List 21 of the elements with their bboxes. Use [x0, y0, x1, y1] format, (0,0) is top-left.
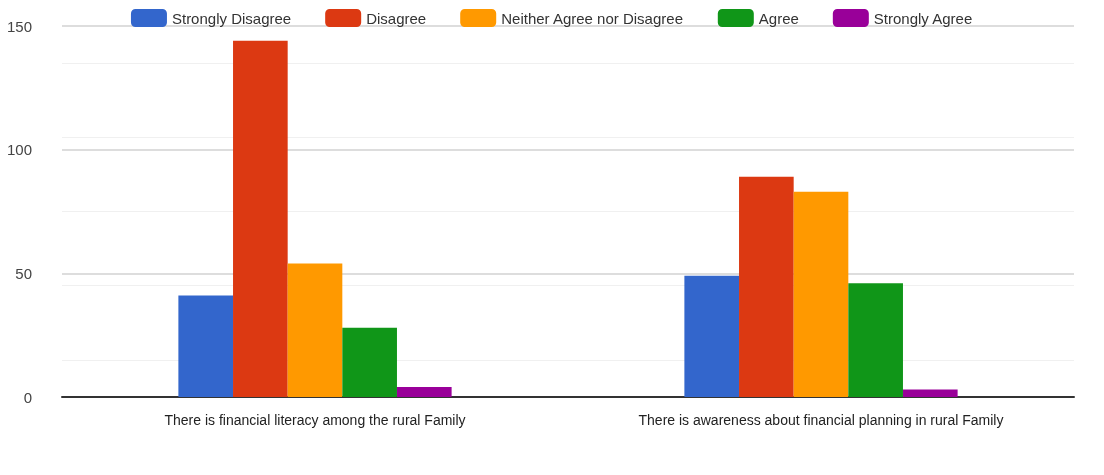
bar	[793, 191, 849, 397]
legend-label: Agree	[758, 9, 799, 27]
y-tick-label: 50	[15, 264, 32, 282]
bar	[396, 387, 452, 397]
bar	[684, 275, 740, 397]
bar	[902, 389, 958, 397]
bar	[287, 263, 343, 397]
legend-label: Strongly Disagree	[171, 9, 292, 27]
y-tick-label: 0	[23, 388, 32, 406]
y-tick-label: 100	[6, 141, 32, 159]
bar	[178, 295, 234, 397]
bar	[848, 283, 903, 397]
bar	[739, 176, 794, 397]
bar	[233, 40, 288, 397]
y-tick-label: 150	[6, 17, 32, 35]
legend-label: Disagree	[366, 9, 427, 27]
bar	[342, 327, 397, 397]
x-tick-label: There is awareness about financial planning in rural Family	[638, 412, 1004, 428]
x-tick-label: There is financial literacy among the rural Family	[164, 412, 466, 428]
legend-label: Strongly Agree	[873, 9, 973, 27]
legend-label: Neither Agree nor Disagree	[501, 9, 683, 27]
